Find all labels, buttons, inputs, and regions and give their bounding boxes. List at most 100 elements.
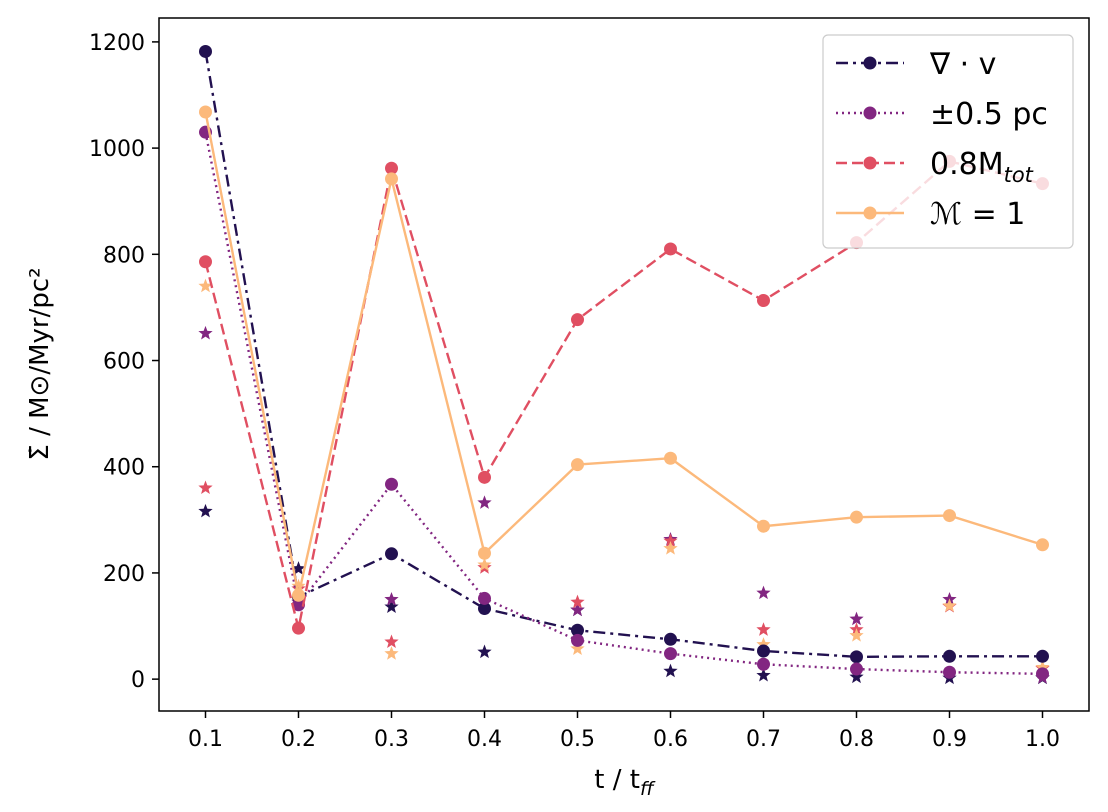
star-marker: [570, 641, 585, 655]
series-line: [204, 51, 1043, 659]
legend-marker: [863, 56, 877, 70]
star-marker: [198, 503, 213, 518]
data-point: [478, 546, 491, 560]
y-axis-label: Σ̇ / M⊙/Myr/pc²: [25, 267, 55, 460]
star-marker: [663, 541, 678, 555]
legend-label: 0.8Mtot: [930, 147, 1034, 187]
plot-area: [198, 44, 1050, 685]
star-marker: [384, 634, 399, 649]
data-point: [385, 547, 398, 561]
data-point: [1036, 538, 1049, 552]
y-tick-label: 200: [103, 562, 145, 587]
x-tick-label: 0.4: [467, 727, 502, 752]
star-marker: [477, 495, 492, 509]
data-point: [199, 255, 212, 269]
legend-label: ℳ = 1: [930, 197, 1025, 232]
star-marker: [849, 611, 864, 626]
data-point: [850, 510, 863, 524]
data-point: [1036, 667, 1049, 681]
data-point: [571, 313, 584, 327]
x-tick-label: 0.5: [560, 727, 595, 752]
x-tick-label: 0.3: [374, 727, 409, 752]
data-point: [664, 451, 677, 465]
legend-marker: [863, 156, 877, 170]
data-point: [478, 602, 491, 616]
data-point: [757, 644, 770, 658]
data-point: [292, 598, 305, 612]
legend: ∇ · v ±0.5 pc 0.8Mtot ℳ = 1: [822, 34, 1074, 249]
x-tick-label: 0.1: [188, 727, 223, 752]
star-marker: [849, 628, 864, 642]
data-point: [850, 650, 863, 664]
data-point: [571, 633, 584, 647]
star-marker: [477, 644, 492, 659]
y-axis: 0 200 400 600 800 1000 1200: [89, 31, 159, 693]
data-point: [199, 44, 212, 58]
x-tick-label: 0.9: [932, 727, 967, 752]
legend-label: ∇ · v: [929, 47, 996, 82]
x-tick-label: 1.0: [1025, 727, 1060, 752]
data-point: [292, 588, 305, 602]
star-marker: [1035, 659, 1050, 674]
data-point: [664, 242, 677, 256]
legend-marker: [863, 206, 877, 220]
star-marker: [570, 602, 585, 617]
star-marker: [849, 669, 864, 684]
star-marker: [198, 278, 213, 293]
star-marker: [942, 598, 957, 612]
x-tick-label: 0.6: [653, 727, 688, 752]
data-point: [664, 647, 677, 661]
star-marker: [756, 585, 771, 600]
star-marker: [384, 646, 399, 660]
star-marker: [663, 533, 678, 548]
y-tick-label: 1000: [89, 137, 145, 162]
x-tick-label: 0.7: [746, 727, 781, 752]
y-tick-label: 400: [103, 456, 145, 481]
data-point: [199, 105, 212, 119]
data-point: [943, 665, 956, 679]
data-point: [943, 509, 956, 523]
data-point: [1036, 649, 1049, 663]
data-point: [292, 621, 305, 635]
y-tick-label: 800: [103, 243, 145, 268]
series-line: [204, 131, 1043, 676]
data-point: [664, 632, 677, 646]
legend-marker: [863, 106, 877, 120]
data-point: [385, 161, 398, 175]
x-axis-label-sub: ff: [640, 778, 656, 800]
star-marker: [291, 578, 306, 593]
data-point: [850, 662, 863, 676]
x-axis: 0.1 0.2 0.3 0.4 0.5 0.6 0.7 0.8 0.9 1.0: [188, 711, 1060, 752]
star-marker: [663, 663, 678, 678]
star-marker: [384, 591, 399, 606]
x-tick-label: 0.8: [839, 727, 874, 752]
data-point: [571, 623, 584, 637]
data-point: [385, 172, 398, 186]
y-tick-label: 1200: [89, 31, 145, 56]
series-line: [204, 111, 1043, 596]
star-marker: [756, 667, 771, 682]
star-marker: [198, 480, 213, 495]
x-axis-label-main: t / t: [594, 765, 640, 795]
data-point: [478, 470, 491, 484]
legend-label: ±0.5 pc: [930, 97, 1048, 132]
star-marker: [570, 594, 585, 609]
x-tick-label: 0.2: [281, 727, 316, 752]
data-point: [385, 477, 398, 491]
data-point: [757, 657, 770, 671]
star-marker: [477, 557, 492, 572]
x-axis-label: t / tff: [594, 765, 656, 800]
plot-frame: [158, 17, 1090, 712]
data-point: [757, 294, 770, 308]
data-point: [478, 591, 491, 605]
star-marker: [756, 622, 771, 636]
data-point: [571, 458, 584, 472]
data-point: [943, 649, 956, 663]
y-tick-label: 600: [103, 350, 145, 375]
star-marker: [756, 637, 771, 651]
star-marker: [291, 561, 306, 575]
star-marker: [198, 325, 213, 340]
data-point: [757, 519, 770, 533]
star-marker: [384, 599, 399, 613]
